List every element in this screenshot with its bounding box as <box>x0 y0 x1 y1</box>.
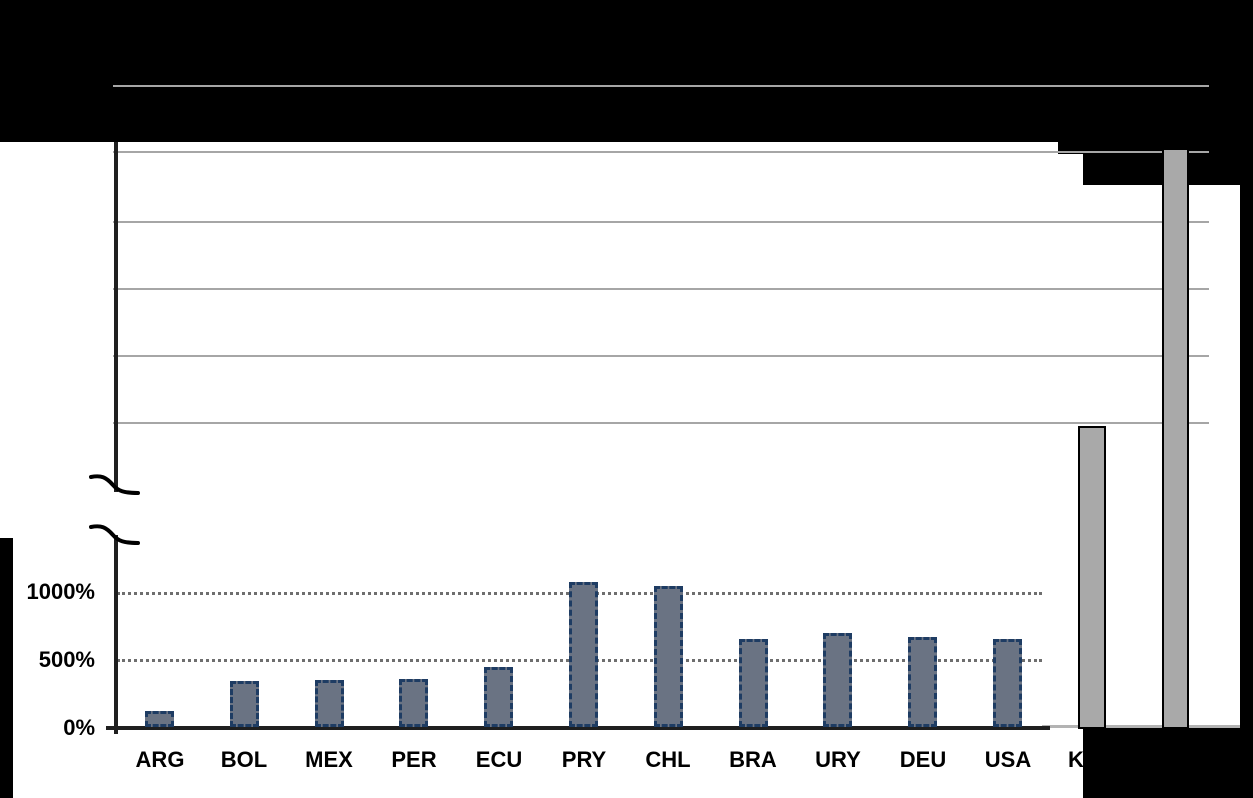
x-tick-label-USA: USA <box>984 747 1032 772</box>
upper-gridline <box>113 221 1209 223</box>
x-tick-label-PER: PER <box>391 747 437 772</box>
bar-USA <box>993 639 1022 727</box>
x-tick-label-CHL: CHL <box>645 747 691 772</box>
upper-gridline <box>113 422 1209 424</box>
bar-PER <box>399 679 428 727</box>
y-tick-label-1000: 1000% <box>26 579 95 604</box>
bar-offscale-hidden <box>1162 148 1189 729</box>
bar-DEU <box>908 637 937 727</box>
upper-gridline <box>113 151 1209 153</box>
bar-PRY <box>569 582 598 727</box>
bar-ECU <box>484 667 513 727</box>
x-tick-label-BRA: BRA <box>729 747 777 772</box>
x-tick-label-DEU: DEU <box>899 747 947 772</box>
bar-CHL <box>654 586 683 727</box>
x-tick-label-ARG: ARG <box>135 747 185 772</box>
upper-gridline <box>113 288 1209 290</box>
y-tick-label-0: 0% <box>63 715 95 740</box>
x-tick-label-PRY: PRY <box>561 747 607 772</box>
bar-offscale-K <box>1078 426 1106 729</box>
upper-gridline <box>113 355 1209 357</box>
y-axis-line-lower <box>114 535 118 734</box>
bar-BOL <box>230 681 259 727</box>
x-tick-label-URY: URY <box>815 747 861 772</box>
upper-axis-line <box>1042 725 1240 728</box>
bar-MEX <box>315 680 344 727</box>
plot-background-right <box>1083 185 1240 727</box>
y-axis-line-upper <box>114 142 118 492</box>
bar-URY <box>823 633 852 727</box>
x-axis-line <box>106 726 1050 730</box>
plot-background-lower <box>13 538 1058 798</box>
plot-background-upper <box>0 142 1058 538</box>
x-tick-label-ECU: ECU <box>475 747 523 772</box>
x-tick-label-MEX: MEX <box>305 747 353 772</box>
upper-gridline <box>113 85 1209 87</box>
y-tick-label-500: 500% <box>38 647 95 672</box>
bar-BRA <box>739 639 768 727</box>
x-tick-label-K: K <box>1068 747 1083 772</box>
bar-ARG <box>145 711 174 727</box>
x-tick-label-BOL: BOL <box>220 747 268 772</box>
